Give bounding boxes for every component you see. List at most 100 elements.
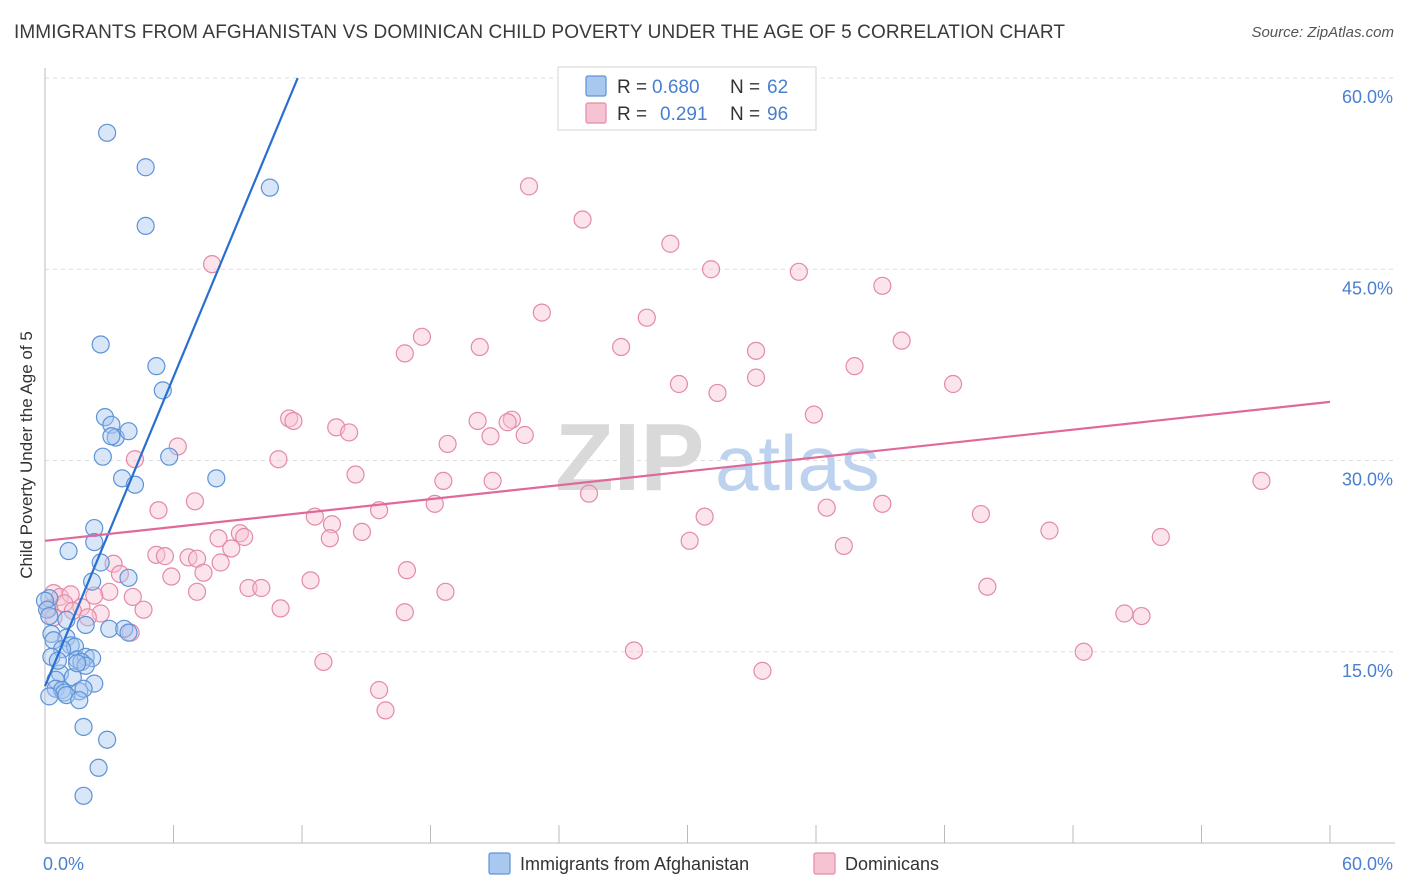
dominican-point [85,586,104,605]
tick-labels: 15.0% 30.0% 45.0% 60.0% 0.0% 60.0% [43,87,1393,874]
legend-r-value-1: 0.680 [652,77,700,98]
dominican-trendline [44,400,1331,542]
dominican-point [100,582,119,601]
dominican-point [519,177,539,196]
correlation-legend: R = 0.680 N = 62 R = 0.291 N = 96 [557,66,817,131]
afghanistan-point [98,730,117,749]
dominican-point [873,494,892,513]
dominican-point [532,303,551,322]
dominican-point [269,450,288,469]
dominican-point [271,599,290,618]
dominican-point [680,531,699,550]
afghanistan-point [119,422,138,441]
dominican-point [252,578,271,598]
dominican-point [209,529,228,548]
watermark-zip: ZIP [555,404,704,511]
dominican-point [971,504,991,524]
source-label: Source: ZipAtlas.com [1251,24,1394,41]
afghanistan-points [35,123,279,805]
dominican-point [637,308,656,327]
legend-r-value-2: 0.291 [660,104,708,125]
dominican-point [1151,527,1170,547]
dominican-point [320,529,339,548]
bottom-legend-label-afghanistan: Immigrants from Afghanistan [520,854,749,874]
dominican-point [134,600,153,619]
legend-r-label-1: R = [617,77,647,98]
legend-n-label-1: N = [730,77,760,98]
dominican-point [470,337,489,357]
dominican-point [395,344,414,363]
legend-swatch-dominican [585,102,607,124]
afghanistan-trendline [43,77,299,687]
dominican-point [804,405,823,424]
legend-r-label-2: R = [617,104,647,125]
afghanistan-point [102,427,121,446]
dominican-point [612,337,631,357]
dominican-point [322,515,342,534]
dominican-point [701,260,721,279]
y-axis-label: Child Poverty Under the Age of 5 [17,331,36,579]
dominican-point [943,374,963,394]
dominican-point [222,539,241,558]
y-tick-label: 30.0% [1342,470,1393,490]
dominican-point [515,425,534,445]
afghanistan-point [119,623,138,642]
dominican-point [370,680,389,700]
dominican-point [468,411,487,431]
dominican-point [149,501,168,520]
dominican-point [434,471,453,490]
afghanistan-point [93,447,112,466]
dominican-point [873,276,892,295]
y-tick-label: 60.0% [1342,87,1393,107]
chart-title: IMMIGRANTS FROM AFGHANISTAN VS DOMINICAN… [14,22,1066,43]
trendlines [43,77,1331,687]
dominican-point [123,587,142,607]
dominican-point [789,262,808,281]
dominican-point [235,527,254,547]
watermark-atlas: atlas [715,419,880,507]
dominican-point [412,327,432,346]
dominican-point [481,427,500,446]
afghanistan-point [85,532,104,552]
dominican-point [376,701,395,720]
afghanistan-point [74,786,93,805]
dominican-point [746,341,766,360]
afghanistan-point [40,687,59,706]
dominican-point [1252,471,1271,490]
y-tick-label: 15.0% [1342,661,1393,681]
afghanistan-point [260,178,279,197]
dominican-point [483,471,502,490]
dominican-point [436,582,455,601]
afghanistan-point [68,654,87,673]
afghanistan-point [55,683,74,702]
watermark: ZIP atlas [555,404,880,511]
legend-n-label-2: N = [730,104,760,125]
x-tick-label-max: 60.0% [1342,854,1393,874]
dominican-point [845,357,864,376]
dominican-point [1074,642,1093,661]
dominican-point [817,498,836,517]
afghanistan-point [74,717,93,737]
dominican-point [185,492,205,511]
afghanistan-point [160,447,179,466]
afghanistan-point [74,679,93,698]
dominican-point [695,507,714,526]
dominican-point [239,578,258,598]
dominican-point [708,383,727,403]
afghanistan-point [98,123,117,142]
dominican-point [753,661,772,680]
afghanistan-point [136,158,155,177]
afghanistan-point [70,691,89,710]
dominican-point [104,554,123,573]
dominican-point [314,652,333,672]
afghanistan-point [119,568,138,587]
afghanistan-point [91,335,110,354]
afghanistan-point [85,674,104,693]
dominican-point [624,641,644,660]
afghanistan-point [136,216,155,235]
dominican-point [1115,604,1134,623]
dominican-point [978,577,997,596]
x-tick-label-min: 0.0% [43,854,84,874]
afghanistan-point [147,357,166,376]
